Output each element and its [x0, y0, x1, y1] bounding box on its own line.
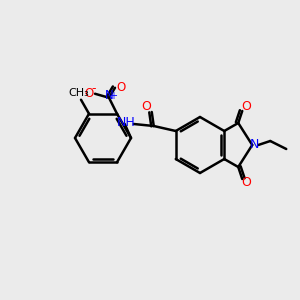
Text: N: N — [250, 139, 259, 152]
Text: N: N — [105, 89, 113, 102]
Text: CH₃: CH₃ — [69, 88, 89, 98]
Text: NH: NH — [116, 116, 135, 128]
Text: +: + — [109, 91, 117, 101]
Text: O: O — [241, 176, 251, 190]
Text: -: - — [92, 82, 96, 95]
Text: O: O — [84, 87, 94, 100]
Text: O: O — [141, 100, 151, 112]
Text: O: O — [241, 100, 251, 113]
Text: O: O — [116, 81, 126, 94]
